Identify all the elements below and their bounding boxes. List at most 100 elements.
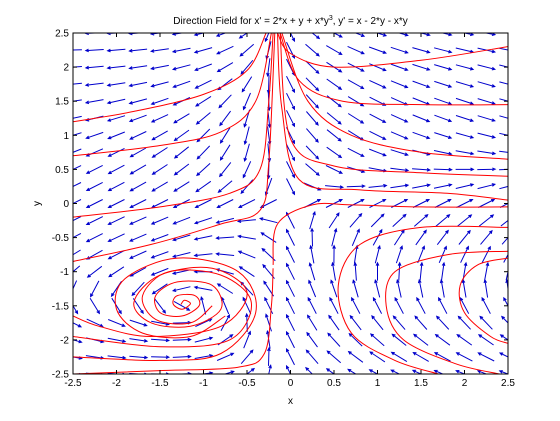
vector-arrow [370, 213, 385, 228]
vector-arrow [499, 185, 508, 190]
vector-arrow [154, 298, 167, 314]
trajectory-curve [73, 257, 257, 361]
vector-arrow [306, 331, 318, 348]
vector-arrow [372, 296, 383, 314]
vector-arrow [414, 315, 428, 330]
vector-arrow [477, 132, 497, 139]
vector-arrow [107, 216, 125, 225]
vector-arrow [193, 33, 206, 37]
vector-arrow [305, 94, 320, 109]
vector-arrow [419, 261, 424, 281]
vector-arrow [396, 278, 402, 298]
x-tick-label: -1 [199, 378, 208, 389]
vector-arrow [107, 233, 125, 242]
vector-arrow [435, 214, 451, 227]
vector-arrow [128, 65, 148, 70]
x-tick-label: -2 [112, 378, 121, 389]
vector-arrow [107, 131, 125, 140]
vector-arrow [106, 48, 126, 53]
vector-arrow [193, 47, 213, 54]
vector-arrow [457, 214, 473, 227]
vector-arrow [286, 144, 296, 162]
vector-arrow [73, 165, 82, 170]
vector-arrow [268, 364, 272, 374]
vector-arrow [499, 334, 508, 341]
vector-arrow [285, 245, 295, 263]
vector-arrow [369, 79, 387, 89]
y-tick-label: 1.5 [55, 97, 69, 108]
vector-arrow [477, 64, 497, 71]
vector-arrow [238, 33, 248, 39]
vector-arrow [108, 319, 126, 327]
vector-arrow [499, 132, 508, 136]
y-axis-label: y [32, 201, 43, 206]
vector-arrow [285, 364, 292, 374]
vector-arrow [499, 115, 508, 119]
vector-arrow [347, 45, 365, 55]
vector-arrow [106, 115, 126, 122]
vector-arrow [107, 181, 125, 192]
vector-arrow [434, 333, 451, 346]
vector-arrow [332, 33, 343, 38]
vector-arrow [477, 150, 497, 156]
vector-arrow [73, 216, 82, 222]
vector-arrow [500, 315, 508, 324]
trajectory-curve [73, 268, 274, 374]
vector-arrow [150, 64, 169, 71]
vector-arrow [172, 354, 192, 359]
chart-title-superscript: 3 [329, 15, 333, 22]
vector-arrow [349, 212, 363, 228]
vector-arrow [309, 244, 315, 264]
vector-arrow [371, 315, 384, 331]
trajectory-curve [73, 33, 274, 218]
vector-arrow [237, 234, 256, 240]
y-tick-label: 1 [63, 131, 69, 142]
vector-arrow [478, 214, 495, 227]
vector-arrow [236, 219, 256, 223]
vector-arrow [85, 181, 103, 192]
vector-arrow [151, 283, 168, 295]
vector-arrow [438, 296, 448, 314]
vector-arrow [305, 43, 320, 57]
y-tick-label: 0 [63, 199, 69, 210]
vector-arrow [331, 227, 338, 247]
vector-arrow [390, 149, 409, 156]
vector-arrow [331, 261, 336, 281]
vector-arrow [84, 82, 104, 87]
vector-arrow [243, 126, 250, 146]
vector-arrow [194, 79, 212, 89]
vector-arrow [441, 261, 446, 281]
vector-arrow [86, 265, 103, 278]
x-tick-label: 1.5 [414, 378, 428, 389]
vector-arrow [391, 333, 407, 346]
vector-arrow [73, 82, 82, 85]
vector-arrow [73, 322, 83, 328]
vector-arrow [129, 250, 147, 259]
vector-arrow [216, 45, 234, 55]
vector-arrow [346, 184, 366, 189]
vector-arrow [258, 217, 278, 224]
vector-arrow [243, 330, 251, 349]
vector-arrow [460, 245, 469, 263]
vector-arrow [240, 179, 254, 195]
vector-arrow [397, 33, 409, 37]
vector-arrow [326, 350, 342, 364]
vector-arrow [375, 261, 380, 281]
vector-arrow [243, 143, 250, 162]
vector-arrow [368, 369, 379, 374]
trajectory-curve [281, 33, 508, 160]
vector-arrow [84, 99, 104, 105]
vector-arrow [415, 229, 427, 246]
vector-arrow [347, 96, 365, 107]
vector-arrow [347, 350, 364, 363]
vector-arrow [412, 131, 431, 140]
vector-arrow [264, 33, 270, 43]
vector-arrow [73, 148, 82, 153]
vector-arrow [129, 131, 147, 140]
vector-arrow [477, 115, 496, 122]
vector-arrow [215, 236, 235, 240]
vector-arrow [285, 279, 295, 297]
vector-arrow [332, 244, 336, 264]
vector-arrow [85, 131, 104, 140]
vector-arrow [499, 202, 508, 208]
